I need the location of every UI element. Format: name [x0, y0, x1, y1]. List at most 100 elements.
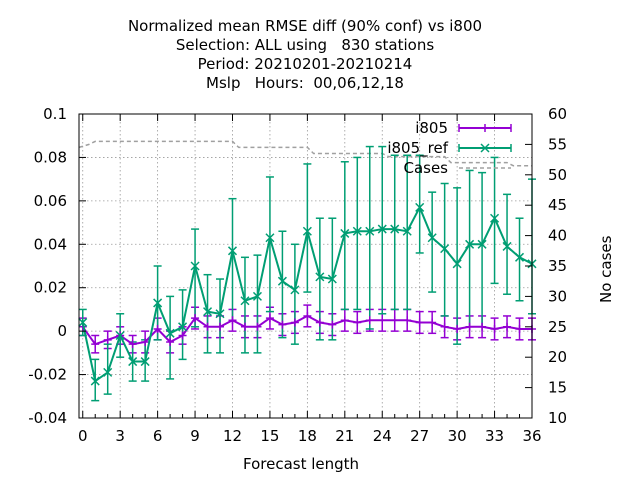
- data-point: [490, 324, 499, 333]
- data-point: [103, 335, 112, 344]
- chart-title-line-1: Normalized mean RMSE diff (90% conf) vs …: [127, 17, 483, 35]
- data-point: [465, 322, 474, 331]
- data-series: [78, 202, 537, 386]
- x-tick-label: 33: [485, 427, 504, 445]
- data-point: [165, 328, 175, 338]
- data-point: [277, 276, 287, 286]
- data-point: [402, 226, 412, 236]
- data-point: [452, 259, 462, 269]
- axis-ticks: [79, 113, 533, 419]
- data-point: [502, 241, 512, 251]
- y2-tick-label: 50: [548, 166, 567, 184]
- data-point: [340, 228, 350, 238]
- data-point: [503, 322, 512, 331]
- data-point: [115, 330, 125, 341]
- data-point: [215, 309, 225, 319]
- data-point: [328, 320, 337, 329]
- data-point: [203, 322, 212, 331]
- data-point: [315, 272, 325, 282]
- data-point: [141, 338, 150, 346]
- chart-title-line-2: Selection: ALL using 830 stations: [175, 36, 435, 54]
- y2-axis-label: No cases: [597, 235, 615, 303]
- data-point: [377, 224, 387, 234]
- y-tick-label: 0: [57, 322, 67, 340]
- x-tick-label: 24: [373, 427, 392, 445]
- data-point: [353, 318, 362, 327]
- data-point: [403, 316, 412, 325]
- y2-tick-label: 55: [548, 135, 567, 153]
- tick-labels: 0 3 6 9 12 15 18 21 24 27 30 33 36-0.04-0.0200.020.0…: [28, 105, 567, 445]
- data-point: [240, 322, 249, 331]
- chart-title-line-4: Mslp Hours: 00,06,12,18: [206, 74, 404, 92]
- x-tick-label: 15: [260, 427, 279, 445]
- x-tick-label: 3: [115, 427, 125, 445]
- y-tick-label: 0.02: [34, 279, 67, 297]
- data-point: [278, 320, 287, 329]
- x-tick-label: 12: [223, 427, 242, 445]
- y2-tick-label: 35: [548, 257, 567, 275]
- data-point: [327, 274, 337, 284]
- data-point: [290, 318, 299, 327]
- plot-frame: [78, 113, 533, 419]
- x-axis-label: Forecast length: [243, 455, 360, 473]
- data-point: [90, 376, 100, 386]
- data-point: [140, 357, 150, 367]
- data-point: [78, 317, 88, 327]
- data-point: [216, 322, 225, 331]
- data-point: [203, 307, 213, 317]
- x-tick-label: 30: [448, 427, 467, 445]
- data-point: [190, 261, 200, 271]
- data-point: [390, 316, 399, 325]
- data-point: [340, 316, 349, 325]
- data-point: [128, 357, 138, 367]
- data-point: [265, 233, 275, 243]
- data-point: [415, 202, 425, 212]
- data-point: [453, 324, 462, 333]
- y-tick-label: 0.08: [34, 148, 67, 166]
- x-tick-label: 21: [335, 427, 354, 445]
- x-tick-label: 36: [522, 427, 541, 445]
- data-point: [352, 226, 362, 236]
- data-point: [191, 314, 200, 323]
- y-tick-label: 0.1: [43, 105, 67, 123]
- data-point: [480, 143, 490, 153]
- data-point: [440, 322, 449, 331]
- data-point: [365, 316, 374, 325]
- y2-tick-label: 60: [548, 105, 567, 123]
- data-point: [228, 316, 237, 325]
- data-point: [515, 324, 524, 333]
- data-point: [240, 296, 250, 306]
- data-point: [514, 252, 525, 262]
- x-tick-label: 6: [153, 427, 163, 445]
- data-point: [365, 226, 375, 236]
- y-tick-label: 0.04: [34, 235, 67, 253]
- data-point: [153, 298, 163, 308]
- legend-label: Cases: [403, 159, 448, 177]
- series-cases: [78, 140, 532, 167]
- data-point: [490, 213, 500, 223]
- x-tick-label: 27: [410, 427, 429, 445]
- data-point: [390, 224, 400, 234]
- data-point: [478, 322, 487, 331]
- data-point: [477, 239, 487, 249]
- chart-title-line-3: Period: 20210201-20210214: [197, 55, 413, 73]
- data-point: [178, 331, 187, 340]
- data-point: [428, 318, 437, 327]
- data-point: [481, 124, 489, 132]
- data-point: [91, 340, 100, 349]
- y2-tick-label: 25: [548, 318, 567, 336]
- data-point: [103, 367, 113, 377]
- series-line-cases: [78, 140, 532, 167]
- data-point: [128, 340, 137, 349]
- data-point: [166, 338, 175, 346]
- y2-tick-label: 15: [548, 379, 567, 397]
- y-tick-label: -0.02: [28, 366, 67, 384]
- x-tick-label: 18: [298, 427, 317, 445]
- x-tick-label: 9: [190, 427, 200, 445]
- data-point: [440, 244, 450, 254]
- y2-tick-label: 20: [548, 348, 567, 366]
- y-tick-label: -0.04: [28, 409, 67, 427]
- data-point: [265, 314, 274, 323]
